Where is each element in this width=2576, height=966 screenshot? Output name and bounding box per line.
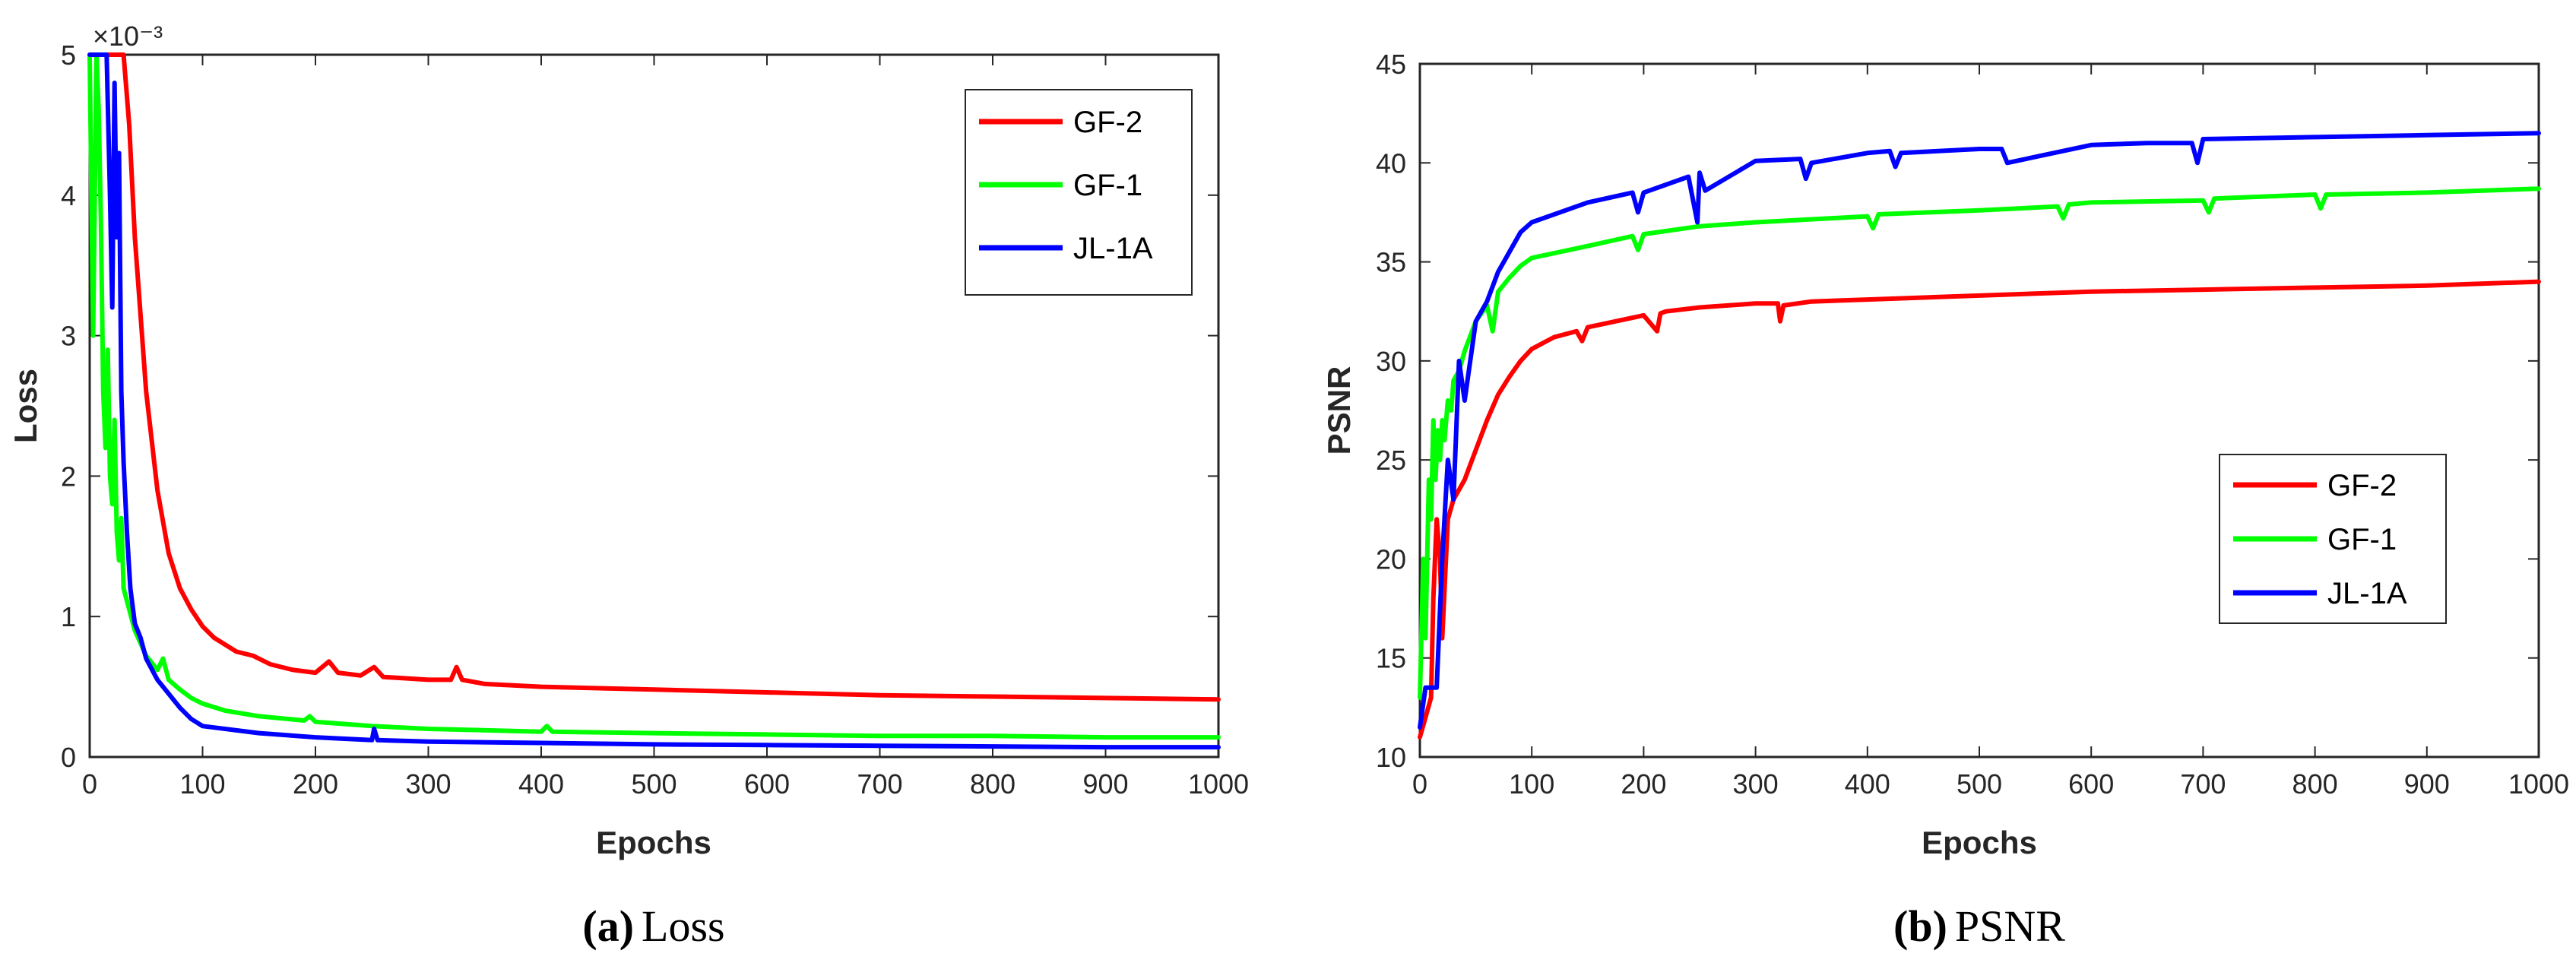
loss-x-tick-label: 300 [405,768,451,800]
loss-legend: GF-2 GF-1 JL-1A [965,89,1193,296]
loss-y-axis-label: Loss [8,369,43,443]
psnr-x-tick-label: 700 [2180,768,2226,800]
psnr-legend: GF-2 GF-1 JL-1A [2219,454,2447,624]
loss-y-tick-label: 2 [61,461,76,492]
psnr-y-ticks: 10 15 20 25 30 35 40 45 [1376,49,2539,773]
loss-chart: 0 100 200 300 400 500 600 700 800 900 1000 012345 … [8,21,1249,951]
loss-caption: (a) Loss [582,901,724,951]
loss-x-tick-label: 100 [179,768,225,800]
psnr-y-tick-label: 25 [1376,445,1406,476]
psnr-x-tick-label: 1000 [2508,768,2569,800]
psnr-legend-label-gf1: GF-1 [2327,523,2397,556]
loss-series [87,52,1221,750]
psnr-caption-letter: (b) [1893,901,1947,951]
loss-x-tick-label: 600 [744,768,790,800]
psnr-series-line-gf2 [1418,279,2541,740]
psnr-x-tick-label: 900 [2404,768,2450,800]
loss-y-tick-label: 0 [61,742,76,773]
loss-x-tick-label: 700 [857,768,902,800]
psnr-y-tick-label: 45 [1376,49,1406,80]
psnr-x-tick-label: 300 [1733,768,1779,800]
loss-exponent-label: ×10⁻³ [93,21,163,52]
psnr-series [1418,131,2541,740]
loss-legend-label-gf2: GF-2 [1073,106,1142,139]
psnr-plot-area [1418,62,2540,759]
psnr-x-tick-label: 800 [2292,768,2338,800]
loss-x-tick-label: 800 [970,768,1016,800]
loss-y-ticks: 0 1 2 3 4 5 [61,40,1218,773]
psnr-legend-label-jl1a: JL-1A [2327,577,2407,610]
psnr-caption-text: PSNR [1955,901,2065,951]
loss-caption-text: Loss [642,901,725,951]
loss-series-line-gf1 [87,52,1221,740]
psnr-x-tick-label: 200 [1621,768,1666,800]
psnr-x-ticks: 0 100 200 300 400 500 600 700 800 900 1000 [1412,64,2569,800]
loss-x-tick-label: 1000 [1188,768,1249,800]
psnr-y-tick-label: 15 [1376,643,1406,674]
loss-x-axis-label: Epochs [596,825,711,860]
psnr-x-tick-label: 400 [1845,768,1890,800]
psnr-x-tick-label: 500 [1957,768,2002,800]
psnr-y-tick-label: 35 [1376,247,1406,278]
loss-x-tick-label: 500 [631,768,676,800]
loss-y-tick-label: 4 [61,180,76,211]
psnr-legend-label-gf2: GF-2 [2327,469,2397,502]
loss-y-tick-label: 3 [61,321,76,352]
psnr-x-tick-label: 600 [2068,768,2114,800]
psnr-x-tick-label: 100 [1509,768,1554,800]
loss-y-tick-label: 1 [61,601,76,632]
loss-series-line-gf2 [87,52,1221,702]
loss-legend-label-gf1: GF-1 [1073,169,1142,202]
psnr-x-axis-label: Epochs [1922,825,2037,860]
psnr-y-axis-label: PSNR [1321,366,1357,455]
loss-caption-letter: (a) [582,901,634,951]
loss-x-tick-label: 200 [293,768,338,800]
psnr-caption: (b) PSNR [1893,901,2065,951]
psnr-y-tick-label: 30 [1376,346,1406,377]
loss-x-ticks: 0 100 200 300 400 500 600 700 800 900 1000 [82,55,1249,800]
loss-x-tick-label: 900 [1082,768,1128,800]
loss-series-line-jl1a [87,52,1221,750]
psnr-y-tick-label: 10 [1376,742,1406,773]
loss-x-tick-label: 0 [82,768,97,800]
psnr-series-line-jl1a [1418,131,2541,730]
psnr-y-tick-label: 40 [1376,147,1406,179]
loss-legend-label-jl1a: JL-1A [1073,232,1153,265]
loss-x-tick-label: 400 [518,768,564,800]
loss-y-tick-label: 5 [61,40,76,71]
psnr-x-tick-label: 0 [1412,768,1427,800]
psnr-y-tick-label: 20 [1376,543,1406,575]
psnr-series-line-gf1 [1418,186,2541,700]
psnr-chart: 0 100 200 300 400 500 600 700 800 900 1000 10 15 20 2… [1321,49,2569,951]
